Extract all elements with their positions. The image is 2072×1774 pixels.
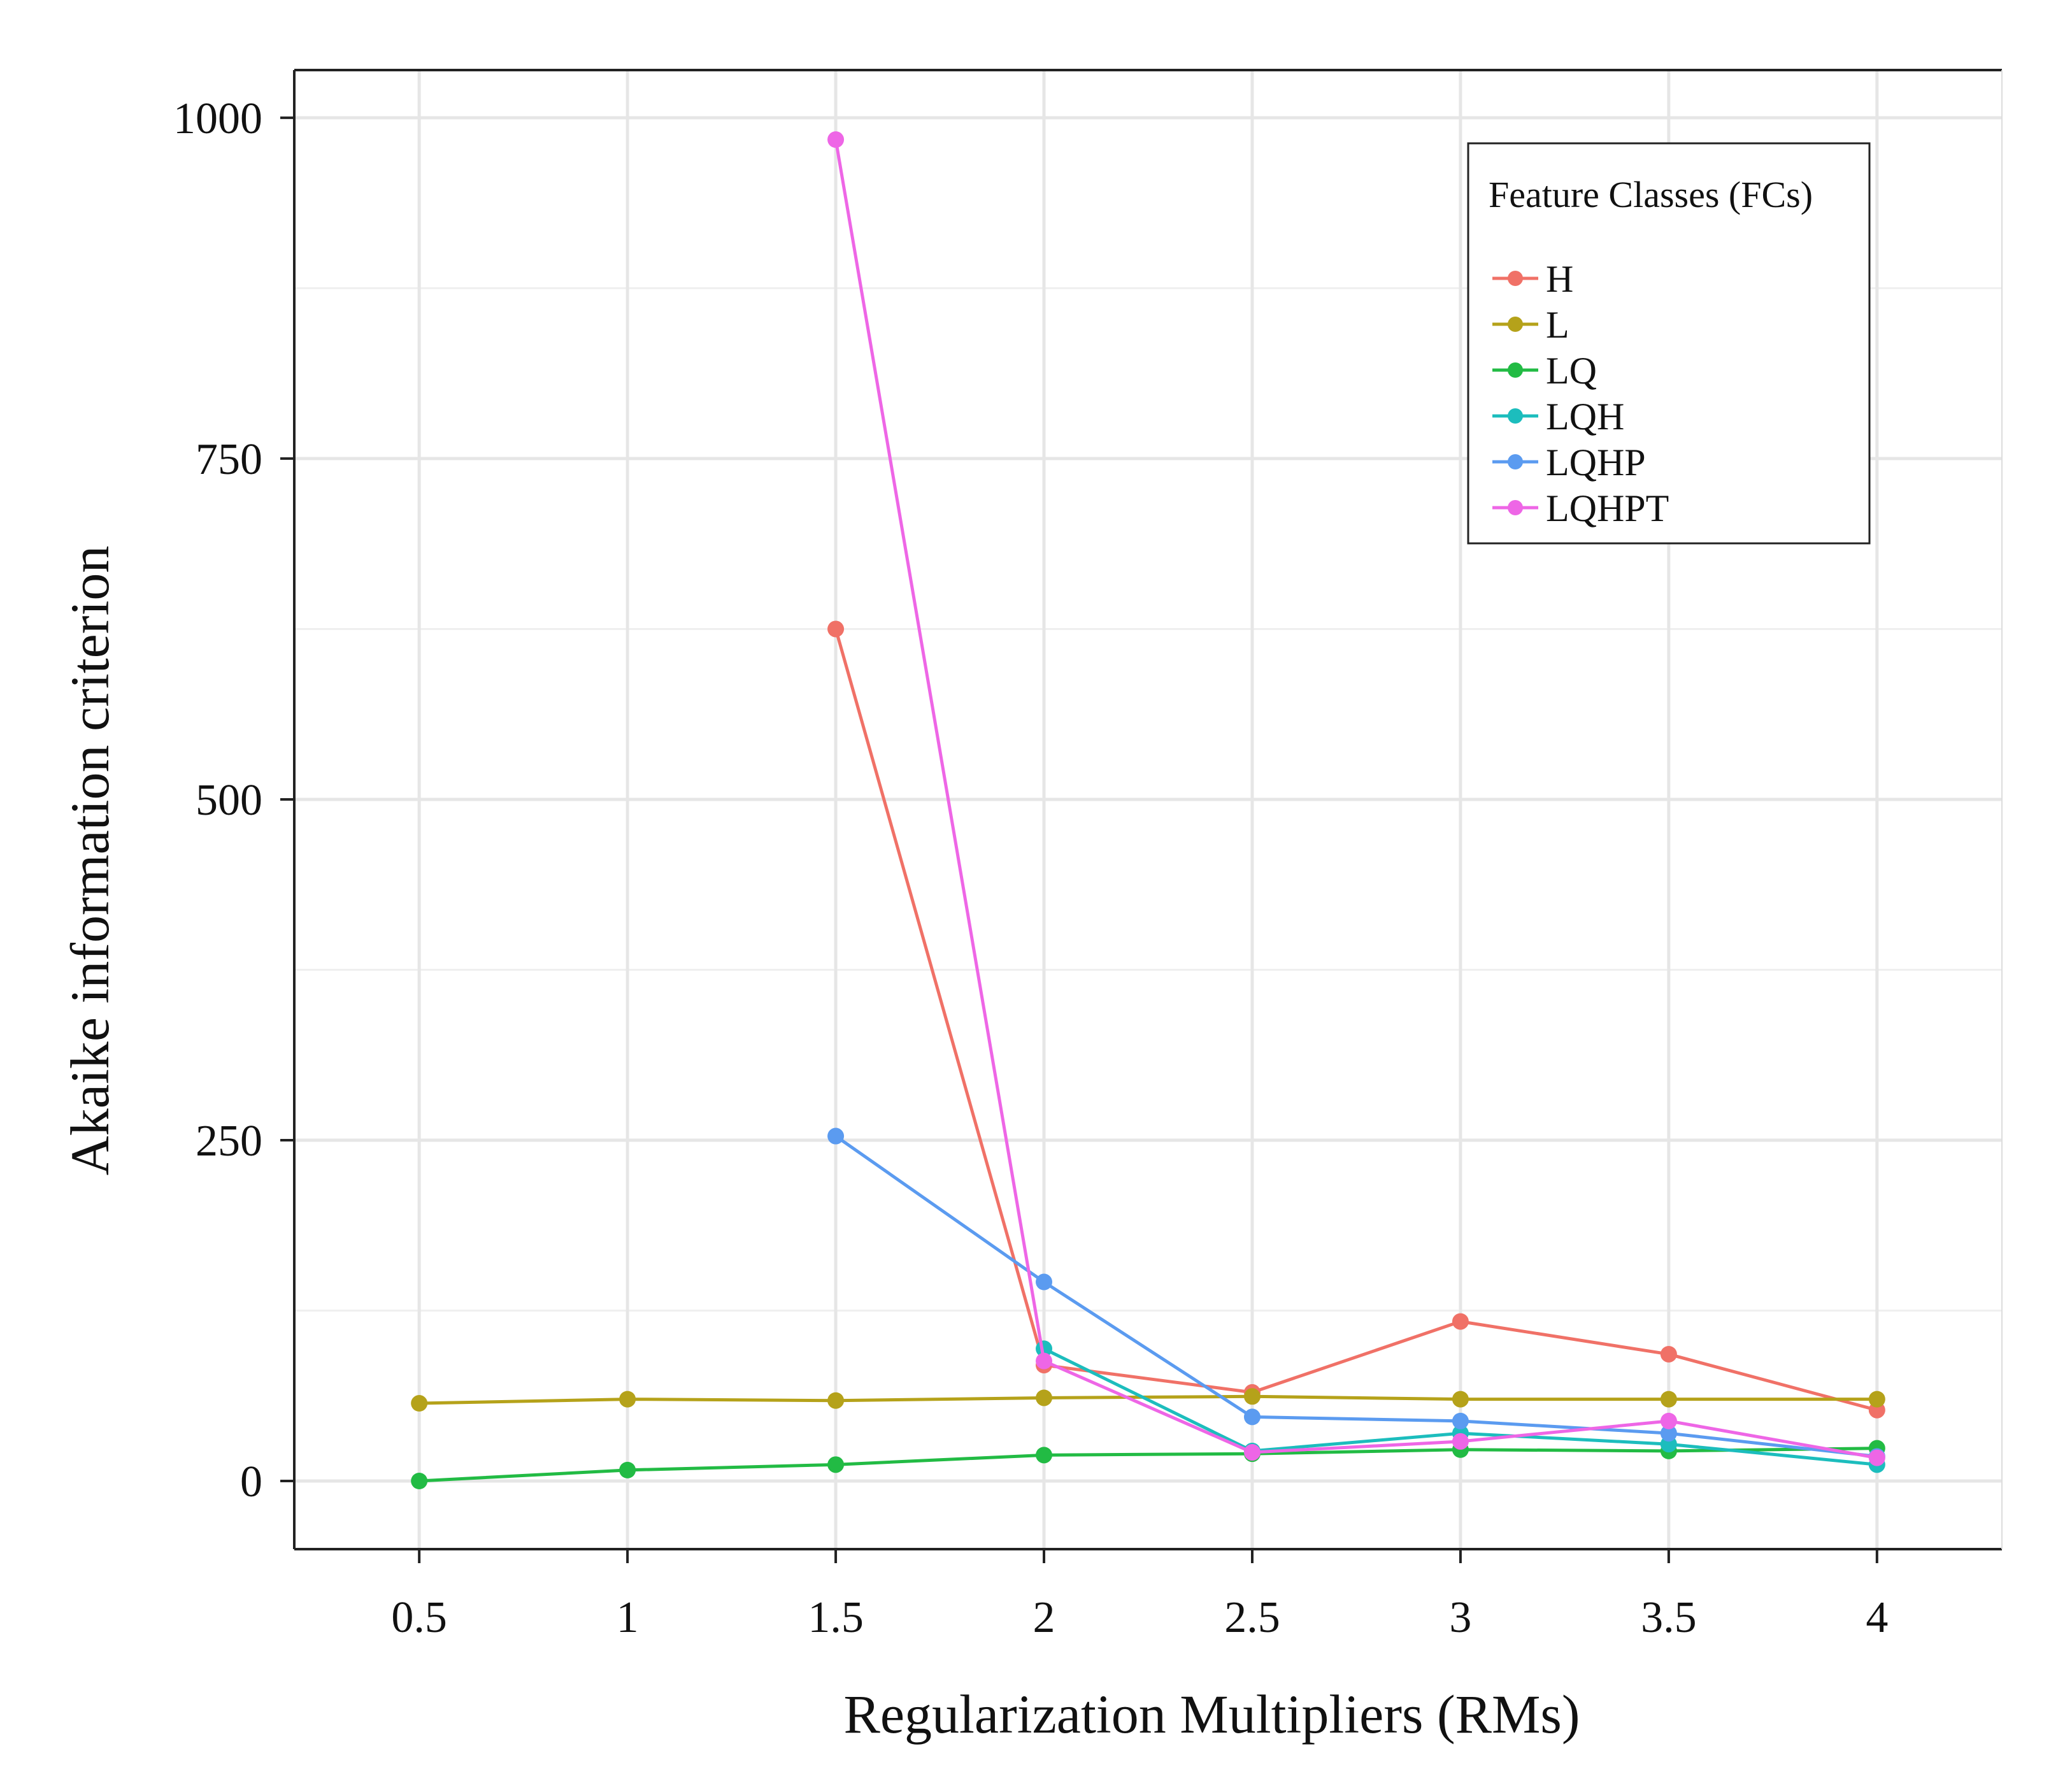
tick-labels: 0 250 500 750 1000 0.5 1 1.5 2 2.5 3 3.5 4 — [173, 94, 1888, 1642]
data-point-LQHPT — [1036, 1352, 1053, 1370]
legend-item-H: H — [1492, 258, 1573, 300]
data-point-LQHPT — [1868, 1449, 1885, 1466]
legend-box — [1467, 142, 1871, 545]
legend-swatch-point — [1508, 317, 1523, 332]
data-point-LQ — [411, 1472, 428, 1489]
legend-label: LQHPT — [1546, 487, 1669, 529]
data-point-L — [1036, 1389, 1053, 1406]
legend-swatch-point — [1508, 408, 1523, 424]
series-LQHPT — [827, 131, 1885, 1466]
legend-title: Feature Classes (FCs) — [1489, 174, 1813, 215]
series-L — [411, 1388, 1885, 1412]
legend-item-LQH: LQH — [1492, 396, 1624, 438]
x-tick-label: 1 — [617, 1593, 639, 1642]
series-line-LQHP — [834, 1134, 1878, 1458]
data-point-L — [1660, 1391, 1677, 1408]
legend-item-LQ: LQ — [1492, 350, 1597, 392]
legend-item-L: L — [1492, 304, 1569, 346]
data-point-L — [827, 1392, 845, 1409]
y-tick-label: 750 — [196, 435, 262, 484]
data-point-LQHPT — [1243, 1444, 1261, 1461]
x-tick-label: 2 — [1033, 1593, 1055, 1642]
y-tick-label: 250 — [196, 1117, 262, 1166]
x-tick-label: 4 — [1866, 1593, 1888, 1642]
x-tick-label: 3.5 — [1641, 1593, 1697, 1642]
y-tick-label: 0 — [240, 1457, 262, 1506]
data-point-H — [827, 620, 845, 638]
data-point-L — [1452, 1391, 1469, 1408]
data-point-LQ — [1036, 1447, 1053, 1464]
x-tick-label: 0.5 — [391, 1593, 447, 1642]
data-point-H — [1452, 1313, 1469, 1330]
x-axis-title: Regularization Multipliers (RMs) — [843, 1684, 1580, 1745]
series-line-LQ — [419, 1447, 1877, 1483]
x-tick-label: 2.5 — [1224, 1593, 1280, 1642]
legend-label: LQHP — [1546, 441, 1646, 483]
legend-label: LQ — [1546, 350, 1597, 392]
data-point-LQHP — [1660, 1425, 1677, 1442]
x-tick-label: 1.5 — [808, 1593, 864, 1642]
legend-swatch-point — [1508, 271, 1523, 286]
data-point-LQHP — [1036, 1273, 1053, 1291]
legend-item-LQHPT: LQHPT — [1492, 487, 1669, 529]
legend-swatch-point — [1508, 362, 1523, 378]
series-line-LQHPT — [834, 139, 1878, 1460]
data-point-LQ — [619, 1461, 636, 1478]
axes — [280, 69, 2003, 1563]
x-tick-label: 3 — [1449, 1593, 1471, 1642]
data-point-LQHP — [1243, 1408, 1261, 1426]
series-line-L — [419, 1394, 1877, 1405]
legend-label: L — [1546, 304, 1569, 346]
legend-swatch-point — [1508, 454, 1523, 469]
data-point-L — [1868, 1391, 1885, 1408]
data-point-LQHPT — [827, 131, 845, 148]
legend-label: H — [1546, 258, 1573, 300]
data-point-LQ — [827, 1456, 845, 1473]
series-layer — [411, 131, 1885, 1489]
data-point-LQHPT — [1452, 1433, 1469, 1450]
legend-swatch-point — [1508, 500, 1523, 515]
y-tick-label: 1000 — [173, 94, 262, 143]
data-point-LQHPT — [1660, 1412, 1677, 1429]
y-axis-title: Akaike information criterion — [59, 546, 120, 1176]
legend-item-LQHP: LQHP — [1492, 441, 1646, 483]
data-point-L — [411, 1395, 428, 1412]
series-line-H — [834, 628, 1878, 1412]
legend-label: LQH — [1546, 396, 1624, 438]
data-point-H — [1660, 1345, 1677, 1363]
data-point-LQHP — [1452, 1412, 1469, 1429]
y-tick-label: 500 — [196, 776, 262, 825]
data-point-L — [619, 1391, 636, 1408]
data-point-L — [1243, 1388, 1261, 1405]
data-point-LQHP — [827, 1127, 845, 1145]
